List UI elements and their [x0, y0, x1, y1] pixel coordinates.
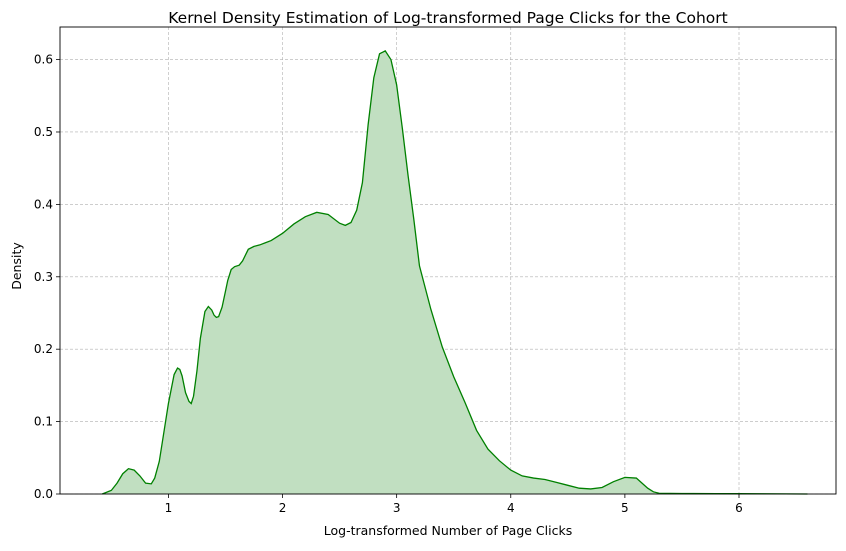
density-line	[101, 50, 808, 495]
density-area	[101, 50, 808, 495]
y-tick-label: 0.5	[34, 125, 53, 139]
y-tick-label: 0.2	[34, 342, 53, 356]
axes: 1 2 3 4 5 6 0.0 0.1 0.2 0.3 0.4 0.5 0.6	[34, 26, 837, 515]
y-tick-label: 0.4	[34, 197, 53, 211]
y-tick-label: 0.1	[34, 415, 53, 429]
density-fill	[102, 50, 808, 494]
y-axis-label: Density	[9, 242, 24, 290]
x-tick-label: 5	[621, 501, 629, 515]
x-tick-label: 3	[393, 501, 401, 515]
x-tick-label: 1	[165, 501, 173, 515]
plot-frame	[59, 26, 837, 495]
x-axis-label: Log-transformed Number of Page Clicks	[324, 523, 572, 538]
x-tick-label: 4	[507, 501, 515, 515]
chart-title: Kernel Density Estimation of Log-transfo…	[168, 9, 727, 27]
x-tick-label: 6	[735, 501, 743, 515]
y-tick-label: 0.6	[34, 53, 53, 67]
y-tick-label: 0.0	[34, 487, 53, 501]
y-tick-label: 0.3	[34, 270, 53, 284]
x-tick-label: 2	[279, 501, 287, 515]
